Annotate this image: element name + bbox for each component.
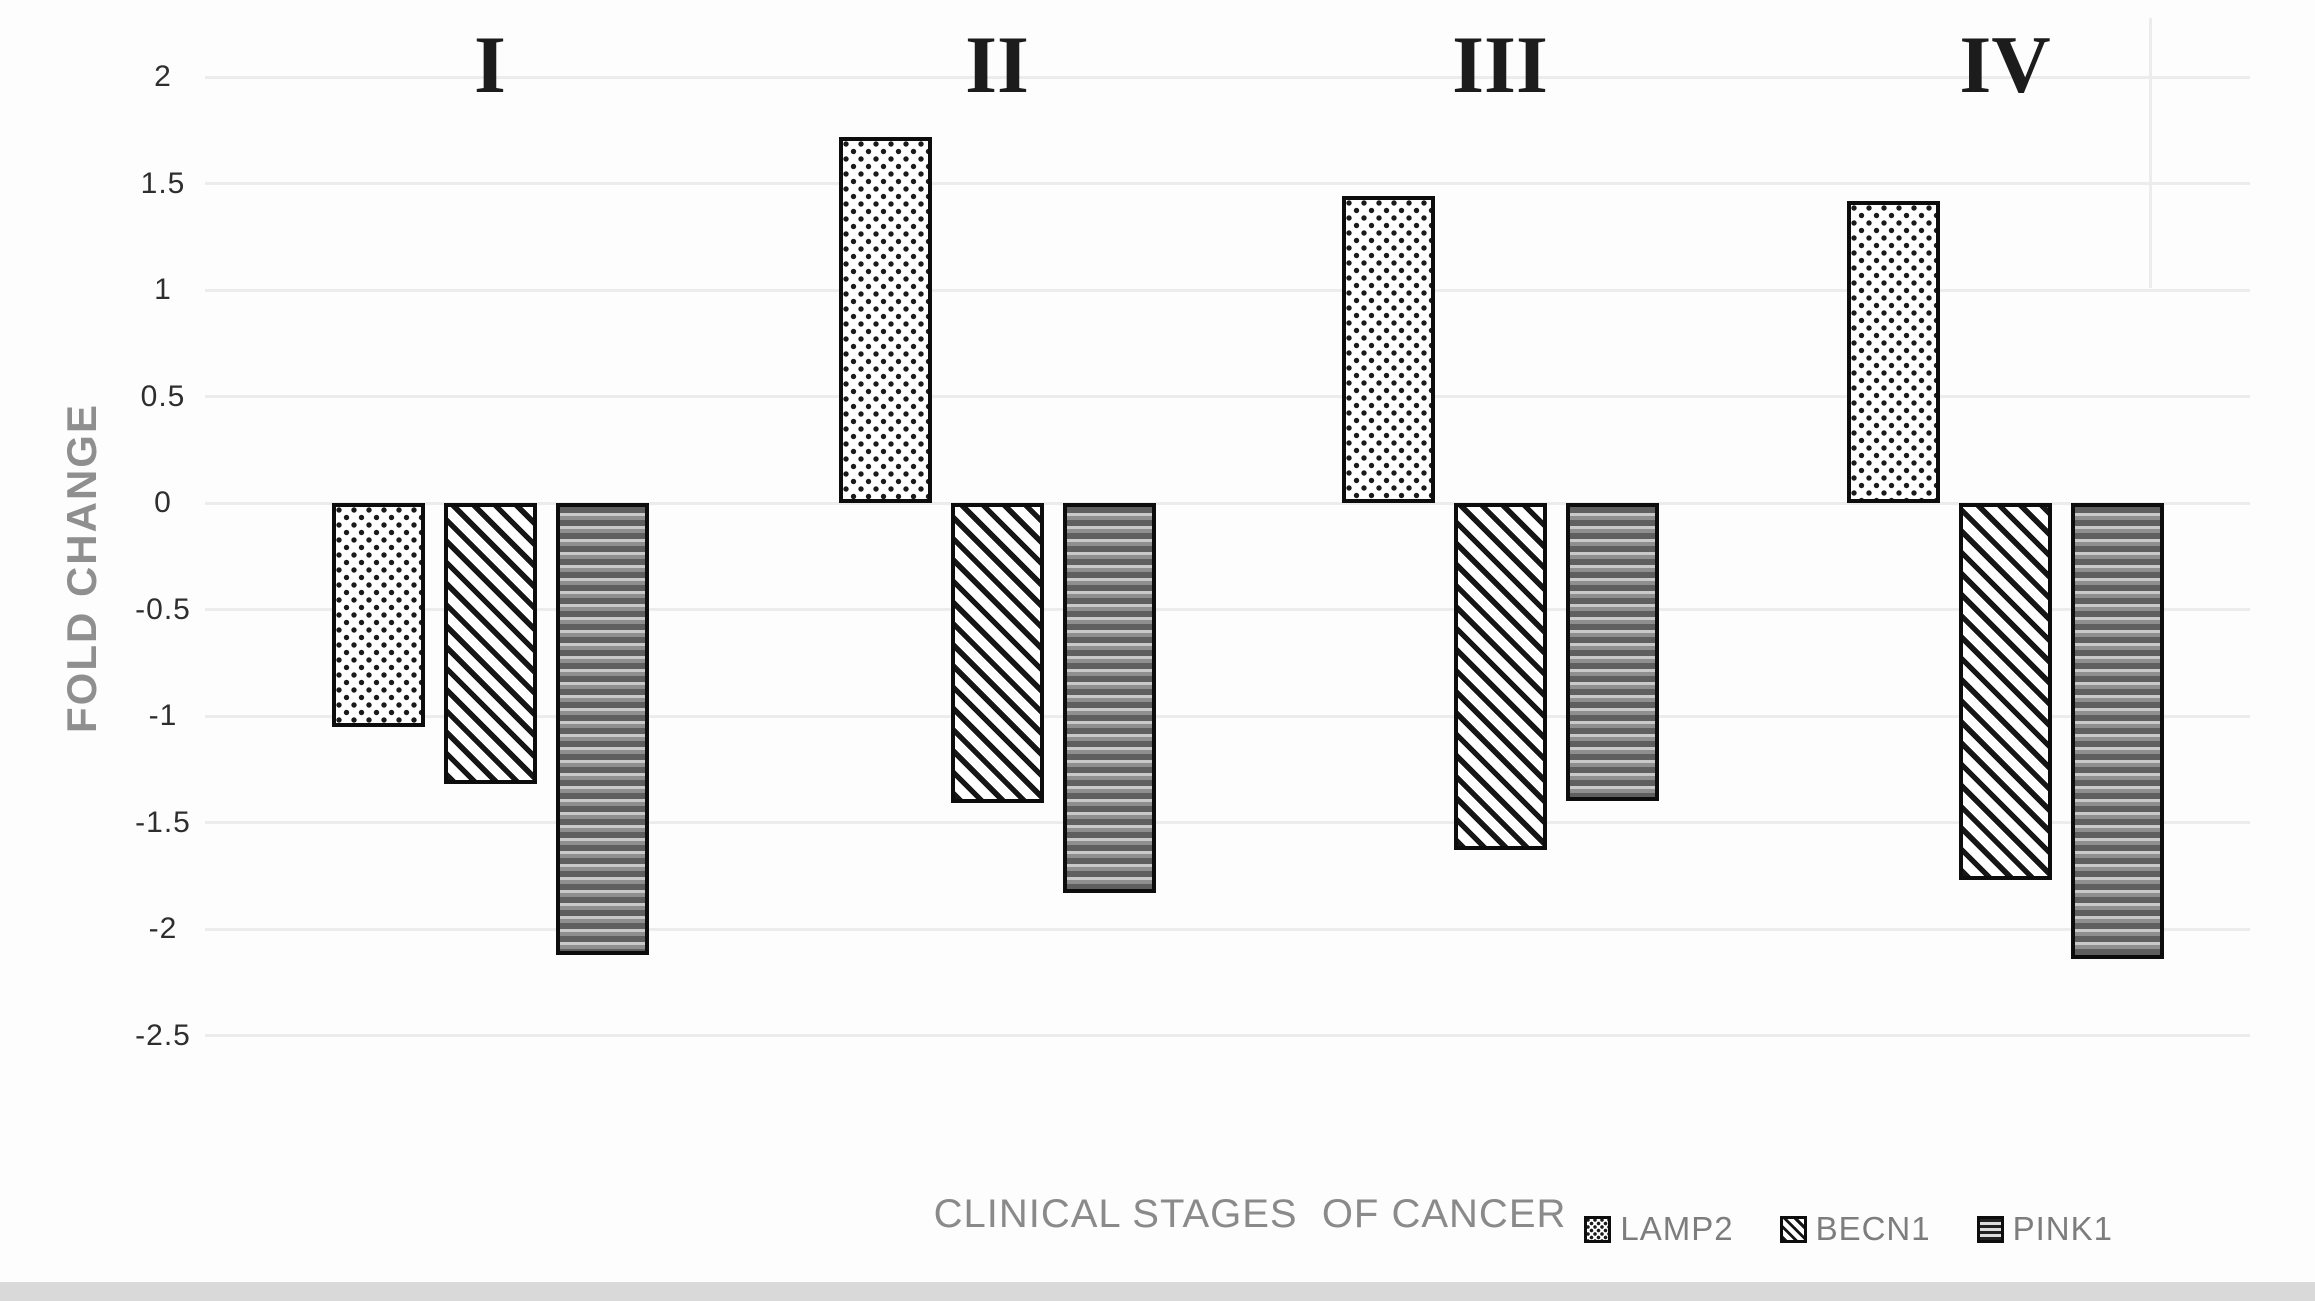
x-axis-title: CLINICAL STAGES OF CANCER: [933, 1192, 1567, 1236]
legend-item-BECN1: BECN1: [1779, 1210, 1931, 1248]
gridline-y-2: [205, 75, 2250, 79]
gridline-y--1: [205, 714, 2250, 718]
gridline-y--0.5: [205, 608, 2250, 611]
gridline-y-0.5: [205, 395, 2250, 398]
y-axis-title: FOLD CHANGE: [58, 403, 105, 733]
bar-LAMP2-stage-I: [331, 503, 425, 727]
legend-label-PINK1: PINK1: [2012, 1210, 2113, 1247]
bar-BECN1-stage-II: [950, 503, 1044, 804]
gridline-y--2: [205, 927, 2250, 931]
y-tick-label--2.5: -2.5: [135, 1018, 191, 1052]
legend: LAMP2 BECN1 PINK1: [1584, 1210, 2113, 1248]
bar-BECN1-stage-III: [1453, 503, 1547, 851]
bar-PINK1-stage-IV: [2070, 503, 2164, 959]
category-label-IV: IV: [1959, 19, 2051, 110]
legend-swatch-horizontal-stripes-icon: [1976, 1215, 2004, 1243]
category-label-I: I: [474, 19, 506, 110]
legend-item-PINK1: PINK1: [1976, 1210, 2113, 1248]
bar-PINK1-stage-II: [1062, 503, 1156, 893]
legend-item-LAMP2: LAMP2: [1584, 1210, 1733, 1248]
legend-swatch-diagonal-stripes-icon: [1779, 1215, 1807, 1243]
y-tick-label-0: 0: [154, 486, 172, 519]
bar-PINK1-stage-III: [1565, 503, 1659, 802]
bar-BECN1-stage-IV: [1958, 503, 2052, 880]
gridline-y-1.5: [205, 182, 2250, 185]
bar-LAMP2-stage-IV: [1846, 200, 1940, 503]
y-tick-label-1: 1: [154, 273, 172, 306]
gridline-y-1: [205, 288, 2250, 292]
bar-LAMP2-stage-II: [838, 136, 932, 503]
y-tick-label--1.5: -1.5: [135, 805, 191, 839]
gridline-y--2.5: [205, 1034, 2250, 1037]
category-label-II: II: [965, 19, 1029, 110]
gridline-y-0: [205, 501, 2250, 505]
y-tick-label-0.5: 0.5: [140, 379, 186, 413]
y-tick-label--1: -1: [148, 699, 178, 732]
gridline-y--1.5: [205, 821, 2250, 824]
y-tick-label--0.5: -0.5: [135, 592, 191, 626]
legend-label-LAMP2: LAMP2: [1620, 1210, 1734, 1247]
plot-right-border-line: [2149, 18, 2152, 288]
legend-label-BECN1: BECN1: [1815, 1210, 1931, 1247]
category-label-III: III: [1452, 19, 1548, 110]
footer-strip: [0, 1282, 2315, 1301]
y-tick-label--2: -2: [148, 912, 178, 945]
bar-LAMP2-stage-III: [1341, 196, 1435, 503]
legend-swatch-dots-icon: [1584, 1215, 1612, 1243]
bar-PINK1-stage-I: [555, 503, 649, 955]
bar-BECN1-stage-I: [443, 503, 537, 785]
y-tick-label-1.5: 1.5: [140, 166, 186, 200]
y-tick-label-2: 2: [154, 60, 172, 93]
